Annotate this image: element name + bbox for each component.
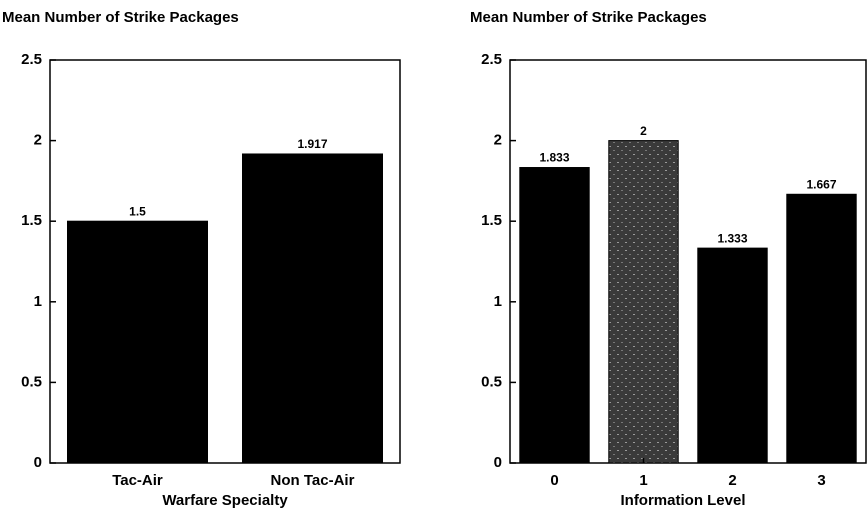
x-tick-label: 3 [817,472,825,489]
bar [786,193,857,464]
chart-title: Mean Number of Strike Packages [2,9,239,26]
x-axis-label: Warfare Specialty [162,492,288,509]
y-tick-label: 1.5 [21,212,42,229]
y-tick-label: 1 [494,293,502,310]
plot-frame [509,59,867,464]
y-tick-label: 0 [494,454,502,471]
y-tick-label: 2 [494,132,502,149]
x-tick-label: Non Tac-Air [271,472,355,489]
x-tick-label: Tac-Air [112,472,163,489]
y-tick-label: 1 [34,293,42,310]
x-axis-label: Information Level [620,492,745,509]
plot-frame [49,59,401,464]
bar [519,167,590,464]
y-tick-label: 0 [34,454,42,471]
y-tick-label: 1.5 [481,212,502,229]
y-tick-label: 0.5 [21,373,42,390]
value-label: 2 [640,124,647,138]
bar [608,140,679,464]
bar [242,153,383,464]
value-label: 1.667 [806,177,836,191]
value-label: 1.917 [297,137,327,151]
bar [67,220,208,464]
value-label: 1.5 [129,204,146,218]
x-tick-label: 0 [550,472,558,489]
chart-title: Mean Number of Strike Packages [470,9,707,26]
x-tick-label: 1 [639,472,647,489]
y-tick-label: 0.5 [481,373,502,390]
y-tick-label: 2.5 [481,51,502,68]
value-label: 1.833 [539,151,569,165]
y-tick-label: 2.5 [21,51,42,68]
x-tick-label: 2 [728,472,736,489]
bar [697,247,768,464]
value-label: 1.333 [717,231,747,245]
y-tick-label: 2 [34,132,42,149]
